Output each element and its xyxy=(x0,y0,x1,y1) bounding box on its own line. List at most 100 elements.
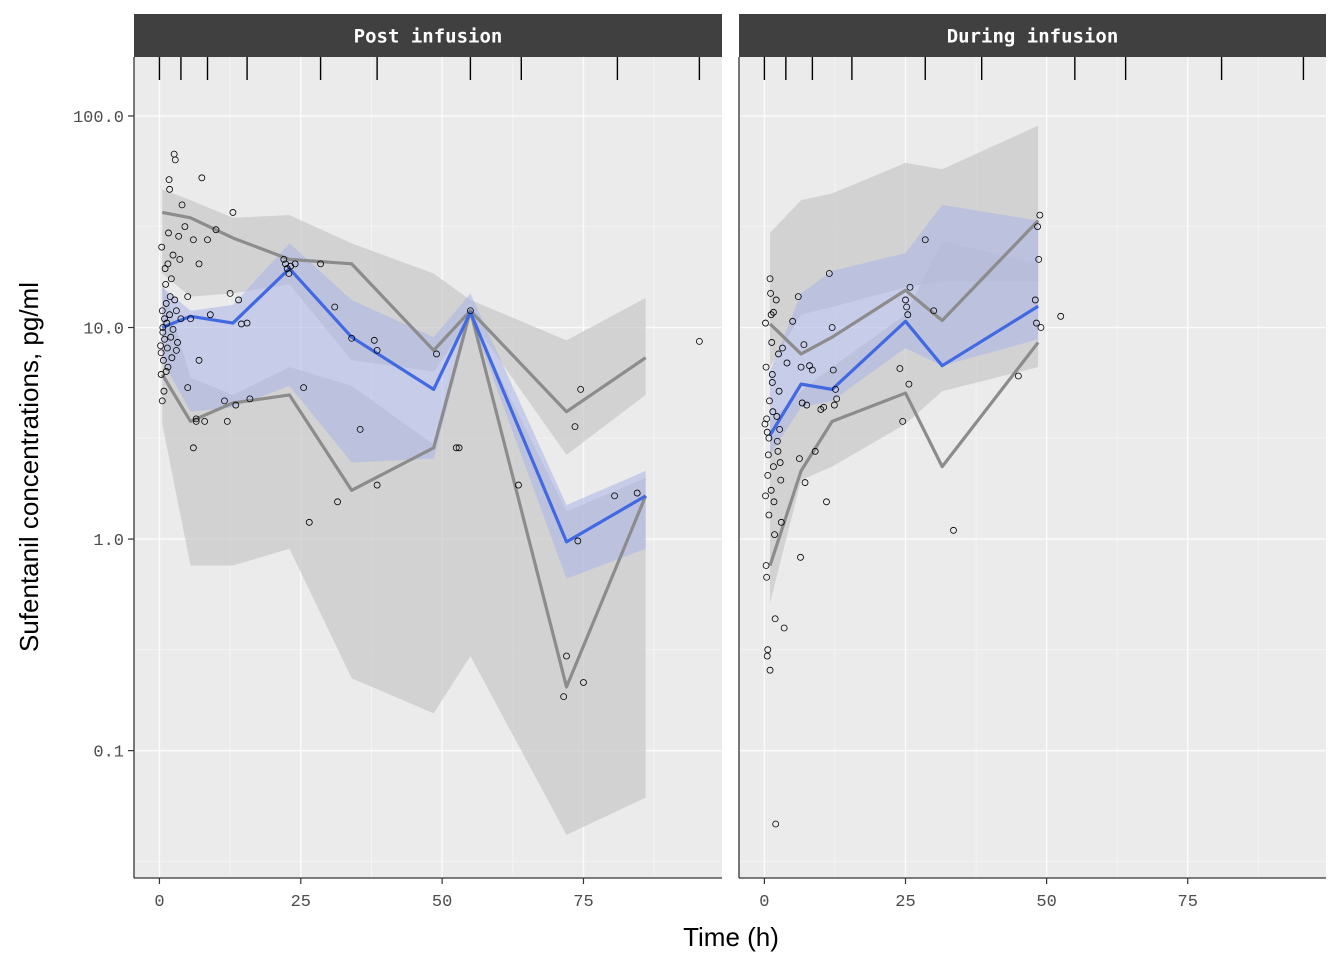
observation-point xyxy=(783,359,791,367)
observation-point xyxy=(1057,312,1065,320)
observation-point xyxy=(223,417,231,425)
y-tick-label: 0.1 xyxy=(93,744,124,763)
observation-point xyxy=(765,511,773,519)
observation-point xyxy=(175,232,183,240)
observation-point xyxy=(762,363,770,371)
facet-strip-label: Post infusion xyxy=(354,26,503,48)
observation-point xyxy=(779,344,786,352)
observation-point xyxy=(767,311,775,319)
observation-point xyxy=(577,385,585,393)
observation-point xyxy=(571,423,579,431)
observation-point xyxy=(283,265,291,272)
observation-point xyxy=(158,397,166,405)
x-tick-label: 25 xyxy=(291,893,311,912)
observation-point xyxy=(764,451,772,459)
observed-median-line xyxy=(161,266,647,544)
observed-p95-line xyxy=(161,210,647,414)
observation-point xyxy=(157,349,165,357)
facet-panel: 0 25 50 75 During infusion xyxy=(738,14,1326,912)
observed-p5-line xyxy=(768,341,1040,567)
observation-point xyxy=(161,335,168,343)
y-axis-title: Sufentanil concentrations, pg/ml xyxy=(14,282,44,652)
facet-strip-label: During infusion xyxy=(947,26,1119,48)
observation-point xyxy=(280,255,288,263)
observation-point xyxy=(246,395,254,403)
observation-point xyxy=(169,251,177,259)
y-tick-label: 1.0 xyxy=(93,532,124,551)
observation-point xyxy=(167,275,175,283)
observation-point xyxy=(896,365,904,372)
observation-point xyxy=(467,307,474,315)
observation-point xyxy=(1037,324,1045,331)
observation-point xyxy=(776,459,784,466)
observation-point xyxy=(695,337,703,345)
observation-point xyxy=(166,185,174,193)
observation-point xyxy=(226,289,234,297)
observation-point xyxy=(830,401,838,409)
observed-p5-line xyxy=(160,309,648,689)
observation-point xyxy=(166,311,174,319)
observation-point xyxy=(168,354,176,362)
observation-point xyxy=(189,444,197,452)
observation-point xyxy=(291,260,299,268)
observation-point xyxy=(633,489,641,497)
observation-point xyxy=(162,300,170,307)
observation-point xyxy=(560,693,568,701)
observation-point xyxy=(762,562,770,569)
observation-point xyxy=(773,413,781,420)
observation-point xyxy=(331,303,339,311)
observation-point xyxy=(232,401,240,409)
observation-point xyxy=(164,260,172,268)
x-tick-label: 50 xyxy=(1036,893,1056,912)
observation-point xyxy=(176,255,184,263)
observation-point xyxy=(797,363,805,371)
observation-point xyxy=(899,417,907,425)
observation-point xyxy=(833,395,841,403)
observation-point xyxy=(243,319,251,327)
observation-point xyxy=(770,308,777,316)
observation-point xyxy=(768,371,776,378)
observation-point xyxy=(930,307,938,315)
observation-point xyxy=(178,201,186,209)
observation-point xyxy=(832,385,839,393)
y-tick-label: 100.0 xyxy=(73,109,124,128)
observation-point xyxy=(1031,296,1039,304)
observation-point xyxy=(221,397,228,405)
observation-point xyxy=(159,324,167,331)
observation-point xyxy=(161,315,168,323)
y-axis: 0.1 1.0 10.0 100.0 xyxy=(73,109,134,763)
observation-point xyxy=(452,444,460,452)
observation-point xyxy=(204,236,211,244)
observation-point xyxy=(1014,372,1022,380)
observation-point xyxy=(950,526,957,534)
observation-point xyxy=(772,296,780,304)
observation-point xyxy=(373,346,381,354)
observation-point xyxy=(163,319,171,327)
observation-point xyxy=(162,280,170,288)
p5-ci-band xyxy=(162,281,646,835)
p95-ci-band xyxy=(770,125,1039,368)
observation-point xyxy=(766,397,773,405)
observation-point xyxy=(515,481,522,489)
observation-point xyxy=(159,356,167,364)
observation-point xyxy=(563,652,570,660)
observation-point xyxy=(768,379,776,386)
observation-point xyxy=(766,666,774,674)
observation-point xyxy=(160,387,168,395)
observation-point xyxy=(903,303,911,311)
observation-point xyxy=(794,293,802,301)
observation-point xyxy=(766,275,774,283)
observation-point xyxy=(305,518,313,526)
observation-point xyxy=(772,820,780,828)
x-tick-label: 75 xyxy=(573,893,593,912)
observation-point xyxy=(580,679,587,686)
observation-point xyxy=(823,498,830,506)
observation-point xyxy=(1035,255,1043,263)
observation-point xyxy=(902,296,909,304)
observation-point xyxy=(181,223,189,230)
observation-point xyxy=(433,350,440,358)
observation-point xyxy=(801,479,809,486)
observation-point xyxy=(1033,319,1040,327)
observation-point xyxy=(611,492,618,500)
